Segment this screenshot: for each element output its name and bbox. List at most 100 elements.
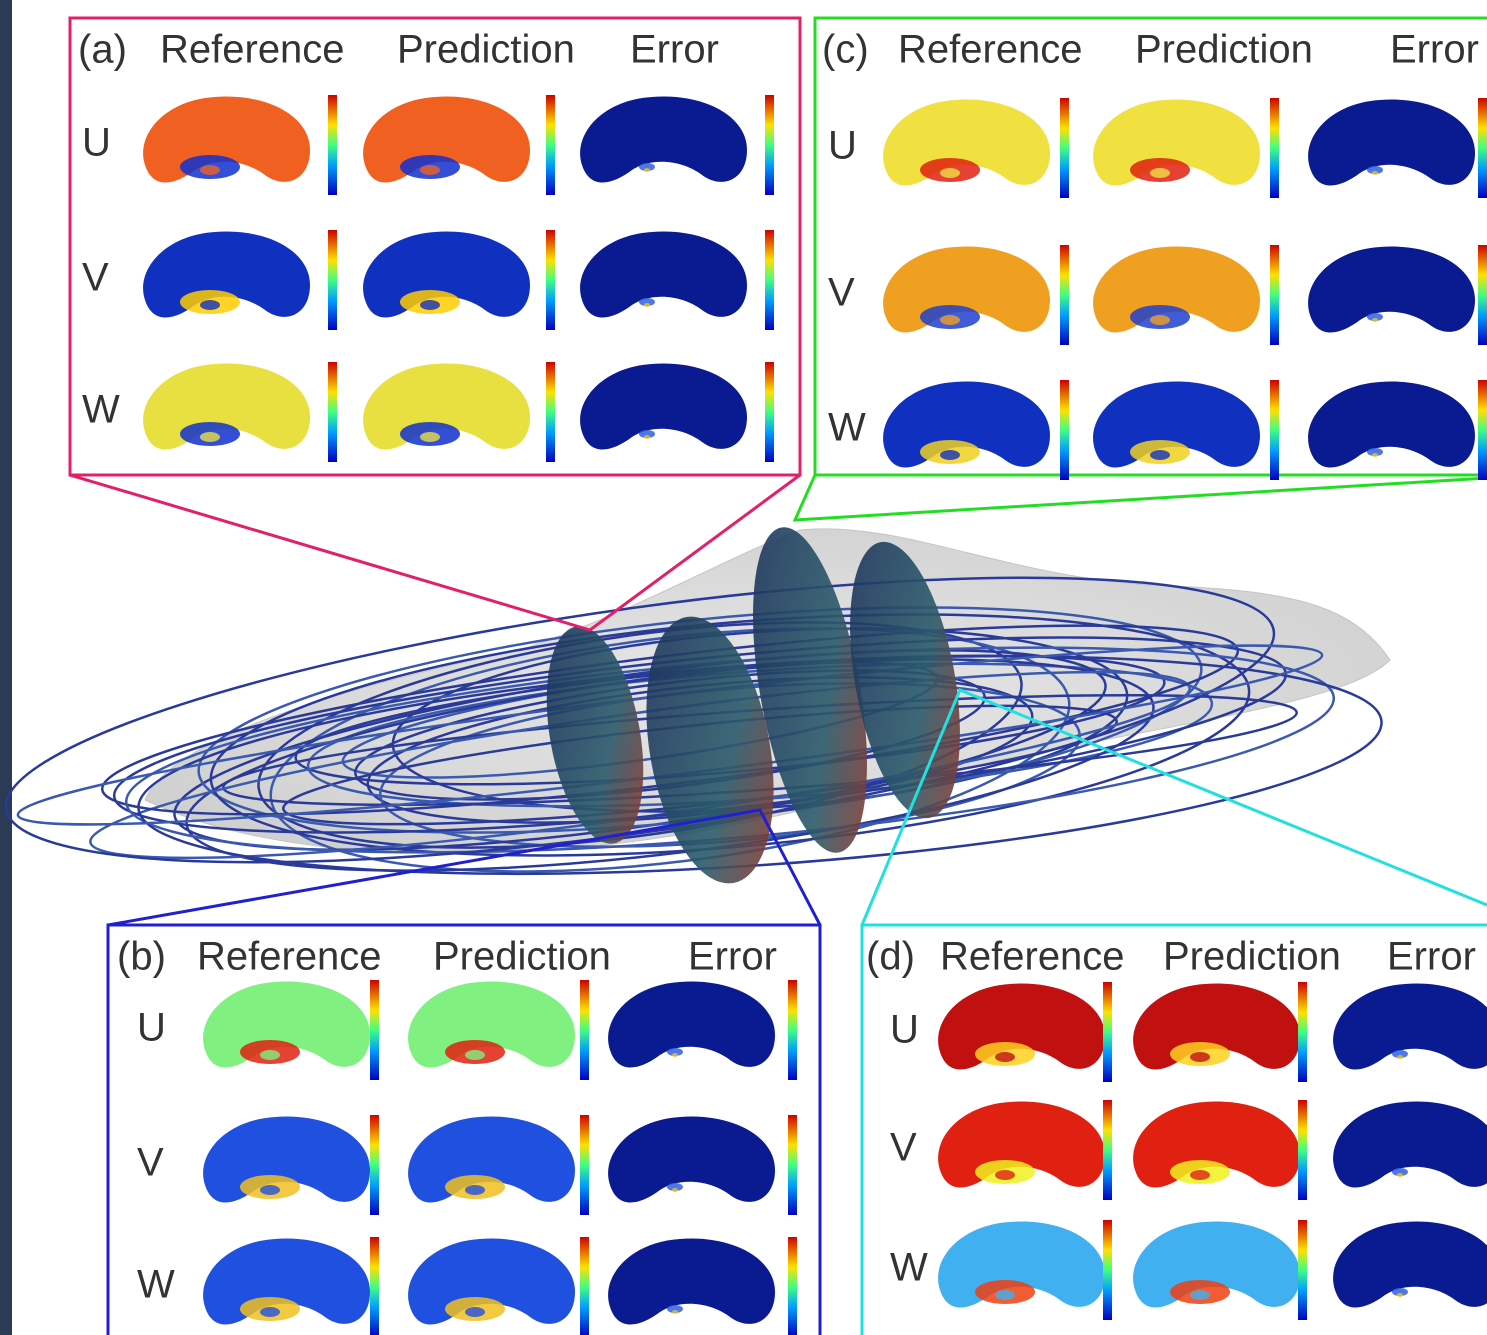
panel: (b)ReferencePredictionErrorUVW	[108, 925, 820, 1335]
colorbar	[1060, 245, 1069, 345]
field-surface	[608, 982, 775, 1068]
field-core	[940, 450, 960, 460]
figure: (a)ReferencePredictionErrorUVW(b)Referen…	[0, 0, 1487, 1335]
field-plot	[580, 97, 747, 183]
colorbar	[1298, 1220, 1307, 1320]
field-surface	[1308, 100, 1475, 186]
colorbar	[765, 362, 774, 462]
field-core	[672, 1188, 678, 1192]
colorbar	[370, 1237, 379, 1335]
field-plot	[363, 97, 530, 183]
field-core	[200, 165, 220, 175]
colorbar	[370, 1115, 379, 1215]
row-label: W	[890, 1246, 928, 1290]
colorbar	[1298, 982, 1307, 1082]
field-surface	[608, 1117, 775, 1203]
field-core	[644, 168, 650, 172]
colorbar	[1478, 98, 1487, 198]
row-label: W	[82, 388, 120, 432]
field-plot	[408, 1239, 575, 1325]
field-plot	[408, 1117, 575, 1203]
field-plot	[1333, 1102, 1487, 1188]
field-core	[1190, 1170, 1210, 1180]
field-core	[940, 168, 960, 178]
panel: (c)ReferencePredictionErrorUVW	[815, 18, 1487, 480]
field-core	[420, 165, 440, 175]
field-core	[200, 300, 220, 310]
column-header: Reference	[940, 935, 1125, 979]
colorbar	[1103, 1100, 1112, 1200]
column-header: Prediction	[433, 935, 611, 979]
column-header: Error	[1390, 28, 1479, 72]
field-core	[995, 1290, 1015, 1300]
field-surface	[580, 232, 747, 318]
field-plot	[938, 1222, 1105, 1308]
field-core	[465, 1185, 485, 1195]
row-label: V	[828, 271, 855, 315]
colorbar	[788, 1115, 797, 1215]
field-plot	[883, 100, 1050, 186]
field-core	[420, 432, 440, 442]
field-plot	[1133, 1102, 1300, 1188]
field-plot	[1093, 100, 1260, 186]
colorbar	[1103, 982, 1112, 1082]
field-plot	[580, 364, 747, 450]
field-plot	[1308, 247, 1475, 333]
field-plot	[1133, 1222, 1300, 1308]
field-core	[1397, 1173, 1403, 1177]
colorbar	[328, 362, 337, 462]
field-core	[672, 1053, 678, 1057]
column-header: Prediction	[397, 28, 575, 72]
colorbar	[1478, 380, 1487, 480]
column-header: Prediction	[1163, 935, 1341, 979]
field-core	[644, 435, 650, 439]
field-core	[995, 1170, 1015, 1180]
row-label: U	[828, 124, 857, 168]
field-plot	[1093, 382, 1260, 468]
field-plot	[363, 364, 530, 450]
field-core	[260, 1185, 280, 1195]
colorbar	[370, 980, 379, 1080]
colorbar	[1270, 98, 1279, 198]
colorbar	[546, 362, 555, 462]
field-plot	[1308, 100, 1475, 186]
column-header: Error	[1387, 935, 1476, 979]
field-core	[1190, 1290, 1210, 1300]
colorbar	[788, 980, 797, 1080]
field-core	[672, 1310, 678, 1314]
column-header: Error	[688, 935, 777, 979]
field-plot	[363, 232, 530, 318]
field-core	[1150, 168, 1170, 178]
field-core	[465, 1050, 485, 1060]
colorbar	[1478, 245, 1487, 345]
row-label: W	[137, 1263, 175, 1307]
row-label: U	[137, 1006, 166, 1050]
field-surface	[580, 97, 747, 183]
panel-label: (b)	[117, 935, 166, 979]
field-core	[200, 432, 220, 442]
field-plot	[143, 364, 310, 450]
field-surface	[1308, 247, 1475, 333]
field-plot	[938, 984, 1105, 1070]
field-core	[1190, 1052, 1210, 1062]
field-core	[995, 1052, 1015, 1062]
colorbar	[328, 95, 337, 195]
field-surface	[580, 364, 747, 450]
field-surface	[1308, 382, 1475, 468]
panel-label: (c)	[822, 28, 869, 72]
row-label: V	[82, 256, 109, 300]
colorbar	[1270, 380, 1279, 480]
field-plot	[1308, 382, 1475, 468]
field-core	[1150, 315, 1170, 325]
colorbar	[765, 230, 774, 330]
field-plot	[1333, 984, 1487, 1070]
field-core	[420, 300, 440, 310]
field-core	[1397, 1293, 1403, 1297]
field-plot	[938, 1102, 1105, 1188]
field-surface	[1333, 1102, 1487, 1188]
colorbar	[765, 95, 774, 195]
colorbar	[788, 1237, 797, 1335]
field-plot	[608, 982, 775, 1068]
row-label: W	[828, 406, 866, 450]
